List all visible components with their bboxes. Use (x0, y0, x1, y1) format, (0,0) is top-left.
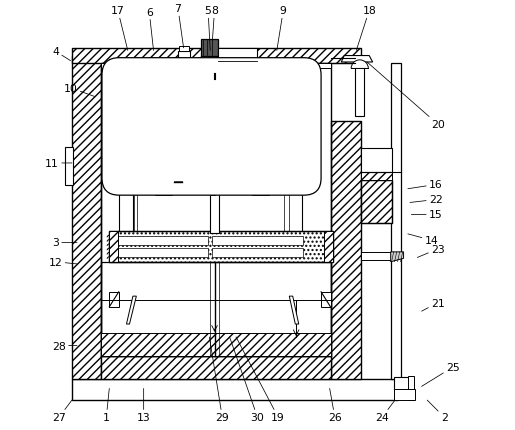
Bar (242, 176, 250, 187)
Text: 7: 7 (175, 4, 184, 49)
Text: 6: 6 (146, 8, 153, 51)
Text: 25: 25 (422, 362, 460, 387)
Polygon shape (391, 252, 404, 262)
Bar (250, 161, 270, 186)
Text: 18: 18 (356, 6, 376, 51)
Bar (101, 333, 331, 356)
Bar (282, 80, 287, 112)
Text: 17: 17 (111, 6, 128, 51)
Polygon shape (341, 56, 373, 63)
Bar (109, 231, 333, 262)
Bar (324, 231, 333, 262)
Bar (355, 58, 364, 117)
Bar (101, 64, 331, 356)
Text: 15: 15 (411, 210, 443, 220)
Polygon shape (289, 296, 299, 324)
Bar (109, 231, 333, 262)
Text: 23: 23 (417, 244, 445, 258)
Bar (288, 172, 302, 234)
Bar (284, 172, 289, 234)
Bar (212, 249, 303, 258)
Text: 11: 11 (45, 159, 72, 169)
Bar (331, 122, 360, 379)
Polygon shape (127, 296, 136, 324)
Bar (208, 64, 221, 74)
Text: 9: 9 (277, 6, 287, 51)
Bar (360, 181, 391, 224)
Bar (179, 47, 189, 52)
Bar (155, 185, 171, 196)
Text: 2: 2 (427, 400, 448, 422)
Bar (360, 171, 391, 181)
Text: 30: 30 (230, 337, 264, 422)
Bar (212, 237, 303, 246)
Text: 20: 20 (367, 63, 445, 130)
Bar (137, 80, 287, 86)
Text: 10: 10 (64, 83, 94, 97)
Bar (65, 148, 73, 186)
Bar (184, 176, 239, 189)
Text: 28: 28 (52, 341, 77, 351)
FancyBboxPatch shape (102, 58, 321, 196)
Bar (72, 57, 101, 379)
Text: 29: 29 (210, 337, 229, 422)
Bar (360, 181, 391, 224)
Bar (321, 292, 331, 307)
Bar (101, 64, 331, 69)
Bar (178, 52, 190, 63)
Text: 22: 22 (410, 195, 443, 205)
Text: 26: 26 (328, 389, 342, 422)
Bar (153, 161, 174, 186)
Text: 1: 1 (103, 389, 110, 422)
Text: 19: 19 (236, 337, 285, 422)
Bar (118, 237, 208, 246)
Bar (101, 262, 331, 356)
Bar (210, 67, 219, 234)
Bar (394, 377, 414, 390)
Text: 13: 13 (137, 389, 150, 422)
Bar (134, 172, 137, 234)
Text: 12: 12 (49, 257, 77, 267)
Text: 14: 14 (408, 234, 438, 246)
Bar (210, 170, 215, 196)
Text: 24: 24 (375, 400, 395, 422)
Bar (137, 80, 142, 112)
Bar (391, 64, 401, 379)
Bar (174, 176, 182, 187)
Text: 4: 4 (52, 47, 71, 61)
Wedge shape (351, 61, 368, 69)
Bar (360, 171, 391, 181)
Text: 3: 3 (52, 238, 77, 248)
Bar (408, 377, 414, 400)
Bar (119, 172, 133, 234)
Bar (262, 107, 287, 112)
Bar (109, 231, 118, 262)
Text: 27: 27 (52, 400, 72, 422)
Text: 5: 5 (204, 6, 212, 51)
Bar (118, 249, 208, 258)
Bar (252, 185, 269, 196)
Bar (201, 40, 218, 56)
Bar (218, 49, 256, 67)
Bar (72, 49, 360, 64)
Bar (394, 390, 415, 400)
Bar (360, 252, 391, 260)
Bar (137, 107, 163, 112)
Text: 21: 21 (422, 298, 445, 311)
Bar (360, 148, 391, 172)
Bar (72, 380, 399, 400)
Text: 16: 16 (408, 180, 443, 190)
Bar (101, 356, 331, 379)
Bar (109, 292, 119, 307)
Text: 8: 8 (211, 6, 218, 41)
